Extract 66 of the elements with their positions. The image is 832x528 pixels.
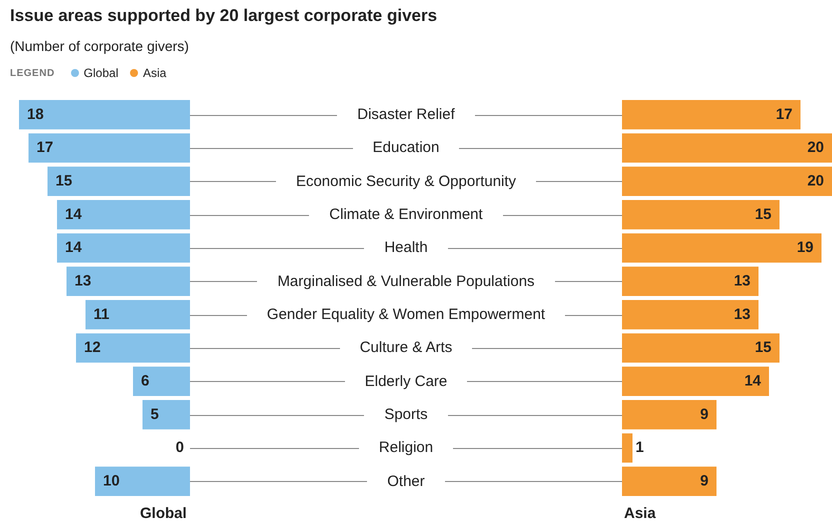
bar [622,433,632,463]
data-label: 9 [700,472,708,490]
data-label: 17 [776,106,792,123]
data-label: 9 [700,406,708,423]
y-tick-label: Health [364,239,448,256]
data-label: 15 [754,339,772,356]
bar [622,266,758,296]
data-label: 6 [141,372,150,390]
bar [622,366,769,396]
bar [622,133,832,163]
legend-label: Global [84,66,118,80]
bar [622,233,822,263]
data-label: 10 [103,472,120,490]
data-label: 20 [807,139,824,156]
data-label: 14 [65,206,82,223]
y-tick-label: Marginalised & Vulnerable Populations [257,272,555,290]
data-label: 1 [636,439,644,456]
x-axis-title: Global [140,505,187,522]
data-label: 20 [807,172,824,190]
bar [622,166,832,196]
data-label: 13 [74,272,92,290]
data-label: 5 [150,406,159,423]
data-label: 18 [27,106,44,123]
y-tick-label: Religion [358,439,454,456]
data-label: 19 [796,239,814,256]
bar [622,200,780,230]
data-label: 15 [754,206,772,223]
bar [66,266,190,296]
bar [622,300,758,330]
y-tick-label: Education [352,139,460,156]
x-axis-title: Asia [624,505,656,522]
data-label: 13 [734,272,750,290]
data-label: 14 [65,239,82,256]
y-tick-label: Economic Security & Opportunity [276,172,536,190]
bar [76,333,190,363]
chart-title: Issue areas supported by 20 largest corporate givers [10,6,438,26]
data-label: 0 [176,439,184,456]
data-label: 11 [94,306,110,323]
y-tick-label: Culture & Arts [340,339,472,356]
data-label: 15 [56,172,72,190]
bar [622,333,780,363]
bar [86,300,190,330]
data-label: 12 [84,339,101,356]
y-tick-label: Climate & Environment [309,206,503,224]
bar [57,233,190,263]
legend-title: LEGEND [10,68,55,78]
bar [622,100,800,130]
bar [48,166,190,196]
bar [622,400,716,430]
y-tick-label: Sports [364,406,448,424]
chart-subtitle: (Number of corporate givers) [10,38,189,54]
y-tick-label: Gender Equality & Women Empowerment [246,306,566,324]
data-label: 13 [734,306,750,323]
bar [19,100,190,130]
bar [28,133,190,163]
bar [57,200,190,230]
bar [142,400,190,430]
y-tick-label: Elderly Care [344,372,468,390]
data-label: 17 [36,139,54,156]
data-label: 14 [744,372,762,390]
y-tick-label: Disaster Relief [337,106,475,124]
bar [95,466,190,496]
bar [133,366,190,396]
bar [622,466,716,496]
legend-label: Asia [143,66,166,80]
y-tick-label: Other [367,472,445,490]
